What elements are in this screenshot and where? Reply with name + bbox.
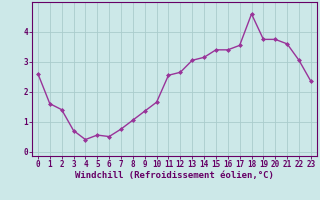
X-axis label: Windchill (Refroidissement éolien,°C): Windchill (Refroidissement éolien,°C) [75, 171, 274, 180]
